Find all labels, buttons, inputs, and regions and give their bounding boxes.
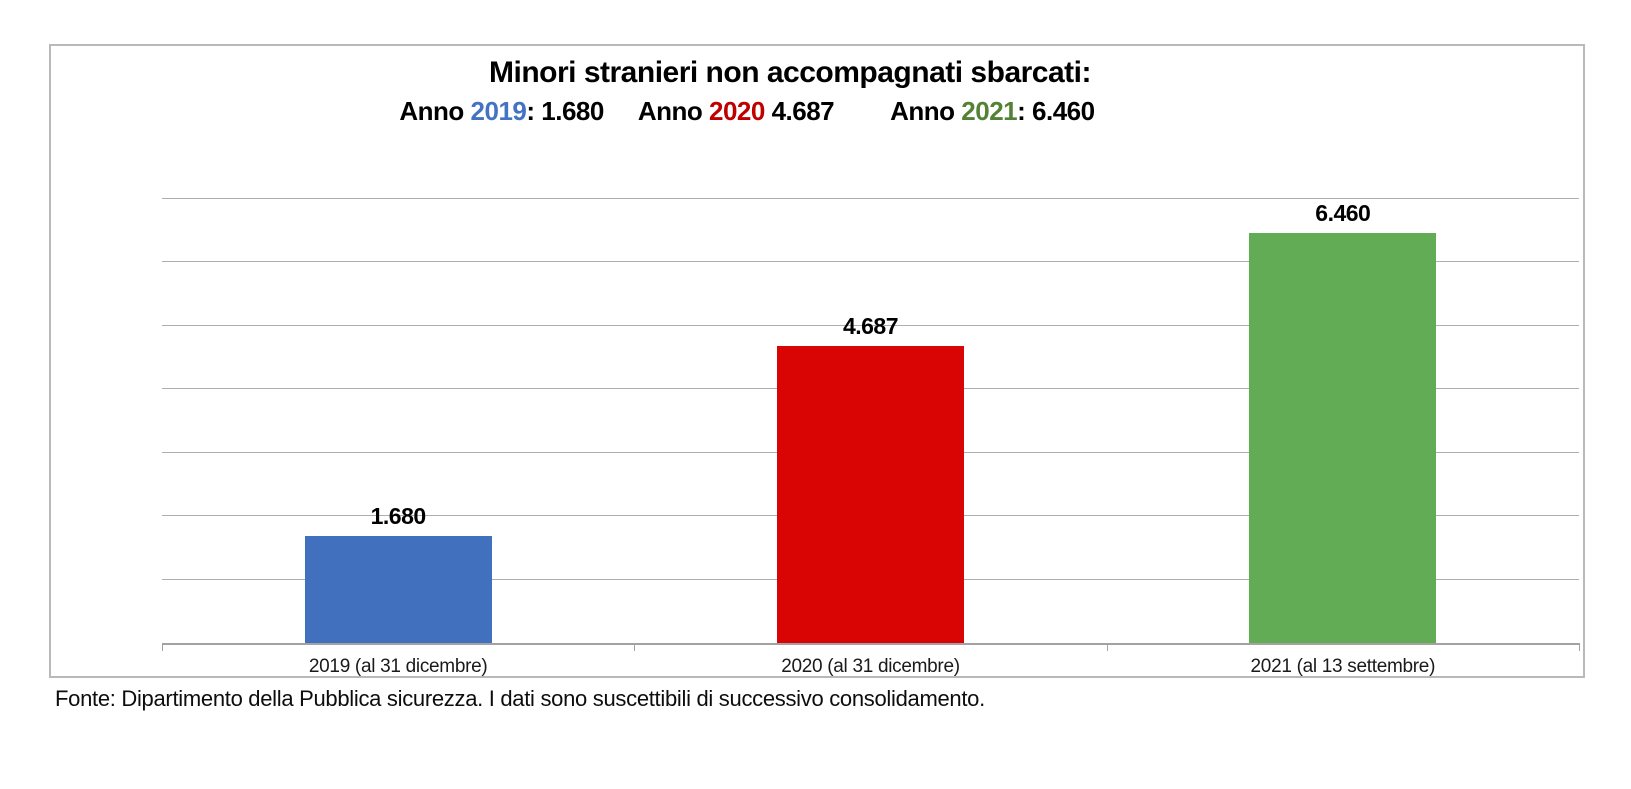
x-axis-labels: 2019 (al 31 dicembre) 2020 (al 31 dicembr… bbox=[162, 656, 1579, 678]
bar-value-label: 6.460 bbox=[1315, 200, 1371, 227]
subtitle-year: 2019 bbox=[470, 96, 527, 126]
bar-value-label: 1.680 bbox=[370, 503, 427, 530]
bar bbox=[1249, 233, 1437, 643]
bar-column: 1.680 bbox=[162, 199, 634, 643]
axis-tick bbox=[162, 643, 163, 651]
subtitle-group: Anno 2019: 1.680 bbox=[399, 96, 604, 127]
x-axis-label: 2021 (al 13 settembre) bbox=[1250, 656, 1436, 677]
subtitle-prefix: Anno bbox=[637, 96, 709, 126]
axis-tick bbox=[634, 643, 636, 651]
plot-area: 1.680 4.687 6.460 bbox=[162, 198, 1580, 651]
gridline bbox=[162, 198, 1579, 199]
subtitle-prefix: Anno bbox=[890, 96, 962, 126]
subtitle-value: : 1.680 bbox=[526, 96, 604, 126]
subtitle-year: 2021 bbox=[961, 96, 1018, 126]
bar-column: 4.687 bbox=[634, 199, 1106, 643]
bar bbox=[776, 345, 964, 643]
subtitle-value: 4.687 bbox=[764, 96, 835, 126]
subtitle-prefix: Anno bbox=[399, 96, 471, 126]
bar bbox=[304, 536, 492, 643]
subtitle-value: : 6.460 bbox=[1017, 96, 1095, 126]
subtitle-group: Anno 2020 4.687 bbox=[637, 96, 835, 127]
bar-columns: 1.680 4.687 6.460 bbox=[162, 199, 1579, 643]
x-axis-label: 2019 (al 31 dicembre) bbox=[308, 656, 488, 677]
chart-frame: Minori stranieri non accompagnati sbarca… bbox=[49, 44, 1585, 678]
gridline bbox=[162, 261, 1579, 263]
source-note: Fonte: Dipartimento della Pubblica sicur… bbox=[55, 686, 985, 711]
bar-value-label: 4.687 bbox=[842, 312, 899, 339]
axis-tick bbox=[1579, 643, 1580, 651]
axis-tick bbox=[1106, 643, 1108, 651]
chart-title: Minori stranieri non accompagnati sbarca… bbox=[489, 56, 1091, 89]
bar-column: 6.460 bbox=[1107, 199, 1579, 643]
subtitle-year: 2020 bbox=[709, 96, 765, 126]
x-axis-label: 2020 (al 31 dicembre) bbox=[781, 656, 960, 677]
subtitle-group: Anno 2021: 6.460 bbox=[890, 96, 1095, 127]
chart-subtitle: Anno 2019: 1.680 Anno 2020 4.687 Anno 2021… bbox=[51, 96, 1443, 127]
gridline bbox=[162, 324, 1579, 326]
